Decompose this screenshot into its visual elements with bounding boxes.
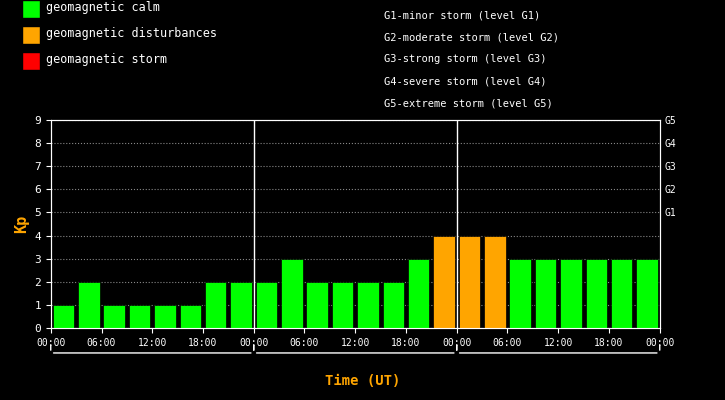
Text: G2-moderate storm (level G2): G2-moderate storm (level G2): [384, 32, 559, 42]
Bar: [586, 259, 607, 328]
Bar: [383, 282, 404, 328]
Text: G4-severe storm (level G4): G4-severe storm (level G4): [384, 76, 547, 86]
Bar: [611, 259, 632, 328]
Text: Time (UT): Time (UT): [325, 374, 400, 388]
Bar: [357, 282, 378, 328]
Bar: [104, 305, 125, 328]
Text: geomagnetic calm: geomagnetic calm: [46, 2, 160, 14]
Bar: [205, 282, 226, 328]
Text: G1-minor storm (level G1): G1-minor storm (level G1): [384, 10, 541, 20]
Bar: [53, 305, 74, 328]
Text: geomagnetic disturbances: geomagnetic disturbances: [46, 28, 217, 40]
Bar: [637, 259, 658, 328]
Text: G3-strong storm (level G3): G3-strong storm (level G3): [384, 54, 547, 64]
Bar: [535, 259, 556, 328]
Bar: [408, 259, 429, 328]
Bar: [560, 259, 581, 328]
Bar: [180, 305, 201, 328]
Text: geomagnetic storm: geomagnetic storm: [46, 54, 167, 66]
Bar: [154, 305, 175, 328]
Bar: [510, 259, 531, 328]
Bar: [332, 282, 353, 328]
Bar: [281, 259, 302, 328]
Text: G5-extreme storm (level G5): G5-extreme storm (level G5): [384, 98, 553, 108]
Bar: [459, 236, 480, 328]
Y-axis label: Kp: Kp: [14, 215, 29, 233]
Bar: [307, 282, 328, 328]
Bar: [231, 282, 252, 328]
Bar: [129, 305, 150, 328]
Bar: [434, 236, 455, 328]
Bar: [78, 282, 99, 328]
Bar: [484, 236, 505, 328]
Bar: [256, 282, 277, 328]
